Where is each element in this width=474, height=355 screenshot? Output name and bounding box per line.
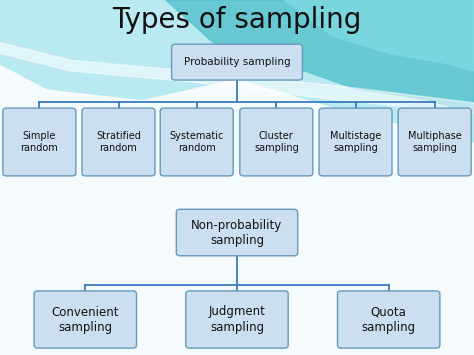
FancyBboxPatch shape	[398, 108, 471, 176]
Text: Non-probability
sampling: Non-probability sampling	[191, 219, 283, 246]
Polygon shape	[284, 0, 474, 71]
Text: Multistage
sampling: Multistage sampling	[330, 131, 381, 153]
Text: Systematic
random: Systematic random	[170, 131, 224, 153]
Text: Cluster
sampling: Cluster sampling	[254, 131, 299, 153]
Polygon shape	[0, 43, 474, 114]
FancyBboxPatch shape	[172, 44, 302, 80]
Polygon shape	[166, 0, 474, 114]
Text: Types of sampling: Types of sampling	[112, 6, 362, 33]
FancyBboxPatch shape	[337, 291, 440, 348]
Text: Simple
random: Simple random	[20, 131, 58, 153]
Text: Multiphase
sampling: Multiphase sampling	[408, 131, 462, 153]
FancyBboxPatch shape	[34, 291, 137, 348]
Text: Convenient
sampling: Convenient sampling	[52, 306, 119, 333]
Text: Judgment
sampling: Judgment sampling	[209, 306, 265, 333]
FancyBboxPatch shape	[319, 108, 392, 176]
FancyBboxPatch shape	[240, 108, 313, 176]
Text: Quota
sampling: Quota sampling	[362, 306, 416, 333]
FancyBboxPatch shape	[82, 108, 155, 176]
Polygon shape	[0, 0, 474, 142]
Text: Probability sampling: Probability sampling	[184, 57, 290, 67]
FancyBboxPatch shape	[3, 108, 76, 176]
FancyBboxPatch shape	[176, 209, 298, 256]
FancyBboxPatch shape	[186, 291, 288, 348]
Text: Stratified
random: Stratified random	[96, 131, 141, 153]
FancyBboxPatch shape	[160, 108, 233, 176]
